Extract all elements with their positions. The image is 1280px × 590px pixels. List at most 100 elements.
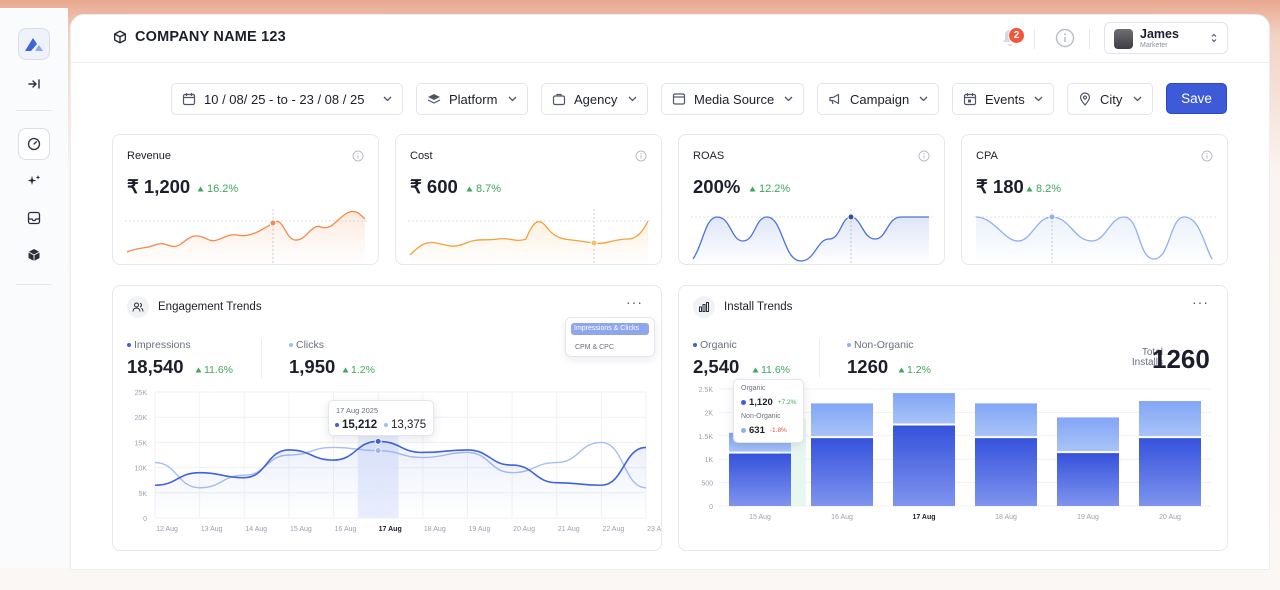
info-icon[interactable] <box>1055 28 1075 48</box>
legend-dot <box>384 423 388 427</box>
non-organic-bar <box>811 403 873 437</box>
install-bar-chart: 0 500 1K 1.5K 2K 2.5K 15 Aug 16 Aug 17 Aug 18 Aug… <box>699 387 1211 521</box>
total-installs-value: 1260 <box>1152 344 1210 374</box>
date-range-picker[interactable]: 10 / 08/ 25 - to - 23 / 08 / 25 <box>171 83 403 115</box>
tooltip-clicks-value: 13,375 <box>391 419 427 431</box>
menu-item-cpm-cpc[interactable]: CPM & CPC <box>575 344 614 351</box>
y-tick-label: 20K <box>135 415 148 422</box>
kpi-change: 8.2% <box>1026 183 1061 195</box>
sidebar-item-ai[interactable] <box>18 165 50 197</box>
company-name-text: COMPANY NAME 123 <box>135 29 286 45</box>
non-organic-label: Non-Organic <box>847 339 914 351</box>
city-dropdown[interactable]: City <box>1067 83 1153 115</box>
more-options-button[interactable]: ··· <box>1192 294 1209 310</box>
organic-bar <box>729 453 791 506</box>
x-tick-label: 21 Aug <box>558 526 580 533</box>
x-tick-label: 14 Aug <box>245 526 267 533</box>
clicks-label-text: Clicks <box>296 339 324 351</box>
top-bar: COMPANY NAME 123 2 James Marketer <box>71 15 1269 63</box>
more-options-button[interactable]: ··· <box>626 294 643 310</box>
y-tick-label: 0 <box>143 516 147 523</box>
kpi-card-cost: Cost ₹ 600 8.7% <box>395 134 662 265</box>
calendar-icon <box>182 93 196 106</box>
impressions-change: 11.6% <box>195 364 233 376</box>
organic-value: 2,540 <box>693 356 740 377</box>
agency-dropdown[interactable]: Agency <box>541 83 648 115</box>
impressions-label-text: Impressions <box>134 339 191 351</box>
info-icon[interactable] <box>352 150 364 162</box>
panel-title: Install Trends <box>724 301 793 313</box>
kpi-title: Revenue <box>127 150 172 162</box>
total-installs-label: Total Installs <box>1099 348 1163 368</box>
company-name: COMPANY NAME 123 <box>113 29 286 45</box>
logo-icon <box>25 38 43 51</box>
metric-divider <box>261 338 262 378</box>
topbar-divider <box>1034 29 1035 49</box>
campaign-dropdown[interactable]: Campaign <box>817 83 939 115</box>
sidebar-item-dashboard[interactable] <box>18 128 50 160</box>
layers-icon <box>427 94 441 104</box>
x-tick-label: 12 Aug <box>156 526 178 533</box>
non-organic-bar <box>893 393 955 424</box>
sidebar-item-inbox[interactable] <box>18 202 50 234</box>
legend-dot <box>741 428 746 433</box>
organic-bar <box>811 438 873 506</box>
trend-up-icon <box>466 186 473 192</box>
events-dropdown[interactable]: Events <box>952 83 1054 115</box>
non-organic-value: 1260 <box>847 356 889 377</box>
kpi-card-cpa: CPA ₹ 180 8.2% <box>961 134 1228 265</box>
tooltip-organic-row: 1,120 +7.2% <box>741 397 796 408</box>
tooltip-organic-value: 1,120 <box>749 397 773 408</box>
avatar <box>1114 29 1133 49</box>
date-range-text: 10 / 08/ 25 - to - 23 / 08 / 25 <box>204 91 365 107</box>
trend-up-icon <box>752 367 759 373</box>
engagement-trends-panel: Engagement Trends ··· Impressions 18,540… <box>112 285 662 551</box>
info-icon[interactable] <box>635 150 647 162</box>
x-tick-label: 17 Aug <box>912 514 935 521</box>
media-source-dropdown[interactable]: Media Source <box>661 83 804 115</box>
clicks-value: 1,950 <box>289 356 336 377</box>
legend-dot <box>289 343 293 347</box>
y-tick-label: 2K <box>704 410 713 417</box>
impressions-area <box>155 441 646 518</box>
platform-dropdown[interactable]: Platform <box>416 83 528 115</box>
briefcase-icon <box>552 93 566 106</box>
city-label: City <box>1100 91 1123 107</box>
app-logo[interactable] <box>18 28 50 60</box>
x-tick-label: 13 Aug <box>201 526 223 533</box>
user-menu[interactable]: James Marketer <box>1104 22 1228 54</box>
kpi-change: 12.2% <box>749 183 790 195</box>
info-icon[interactable] <box>918 150 930 162</box>
sidebar <box>0 8 68 568</box>
collapse-sidebar-button[interactable] <box>18 68 50 100</box>
non-organic-label-text: Non-Organic <box>854 339 914 351</box>
save-button[interactable]: Save <box>1166 83 1227 114</box>
x-tick-label: 18 Aug <box>424 526 446 533</box>
user-name: James <box>1140 27 1179 41</box>
menu-item-impressions-clicks[interactable]: Impressions & Clicks <box>571 323 649 335</box>
panel-header: Install Trends <box>693 296 792 318</box>
non-organic-bar <box>1139 401 1201 437</box>
total-label-line1: Total <box>1141 347 1163 358</box>
install-tooltip: Organic 1,120 +7.2% Non-Organic 631 -1.8… <box>733 379 804 443</box>
trend-up-icon <box>898 367 905 373</box>
chart-tooltip: 17 Aug 2025 15,212 13,375 <box>328 400 434 436</box>
x-tick-label: 19 Aug <box>469 526 491 533</box>
trend-up-icon <box>749 186 756 192</box>
tooltip-non-organic-value: 631 <box>749 425 765 436</box>
sidebar-item-products[interactable] <box>18 239 50 271</box>
trend-up-icon <box>197 186 204 192</box>
organic-change: 11.6% <box>752 364 790 376</box>
x-tick-label: 17 Aug <box>379 526 402 533</box>
tooltip-non-organic-change: -1.8% <box>769 427 787 434</box>
agency-label: Agency <box>574 91 618 107</box>
impressions-value: 18,540 <box>127 356 184 377</box>
chevron-down-icon <box>383 96 392 102</box>
legend-dot <box>127 343 131 347</box>
info-icon[interactable] <box>1201 150 1213 162</box>
non-organic-bar <box>1057 417 1119 452</box>
x-tick-label: 15 Aug <box>749 514 771 521</box>
x-tick-label: 16 Aug <box>335 526 357 533</box>
roas-sparkline <box>691 209 933 265</box>
kpi-card-revenue: Revenue ₹ 1,200 16.2% <box>112 134 379 265</box>
